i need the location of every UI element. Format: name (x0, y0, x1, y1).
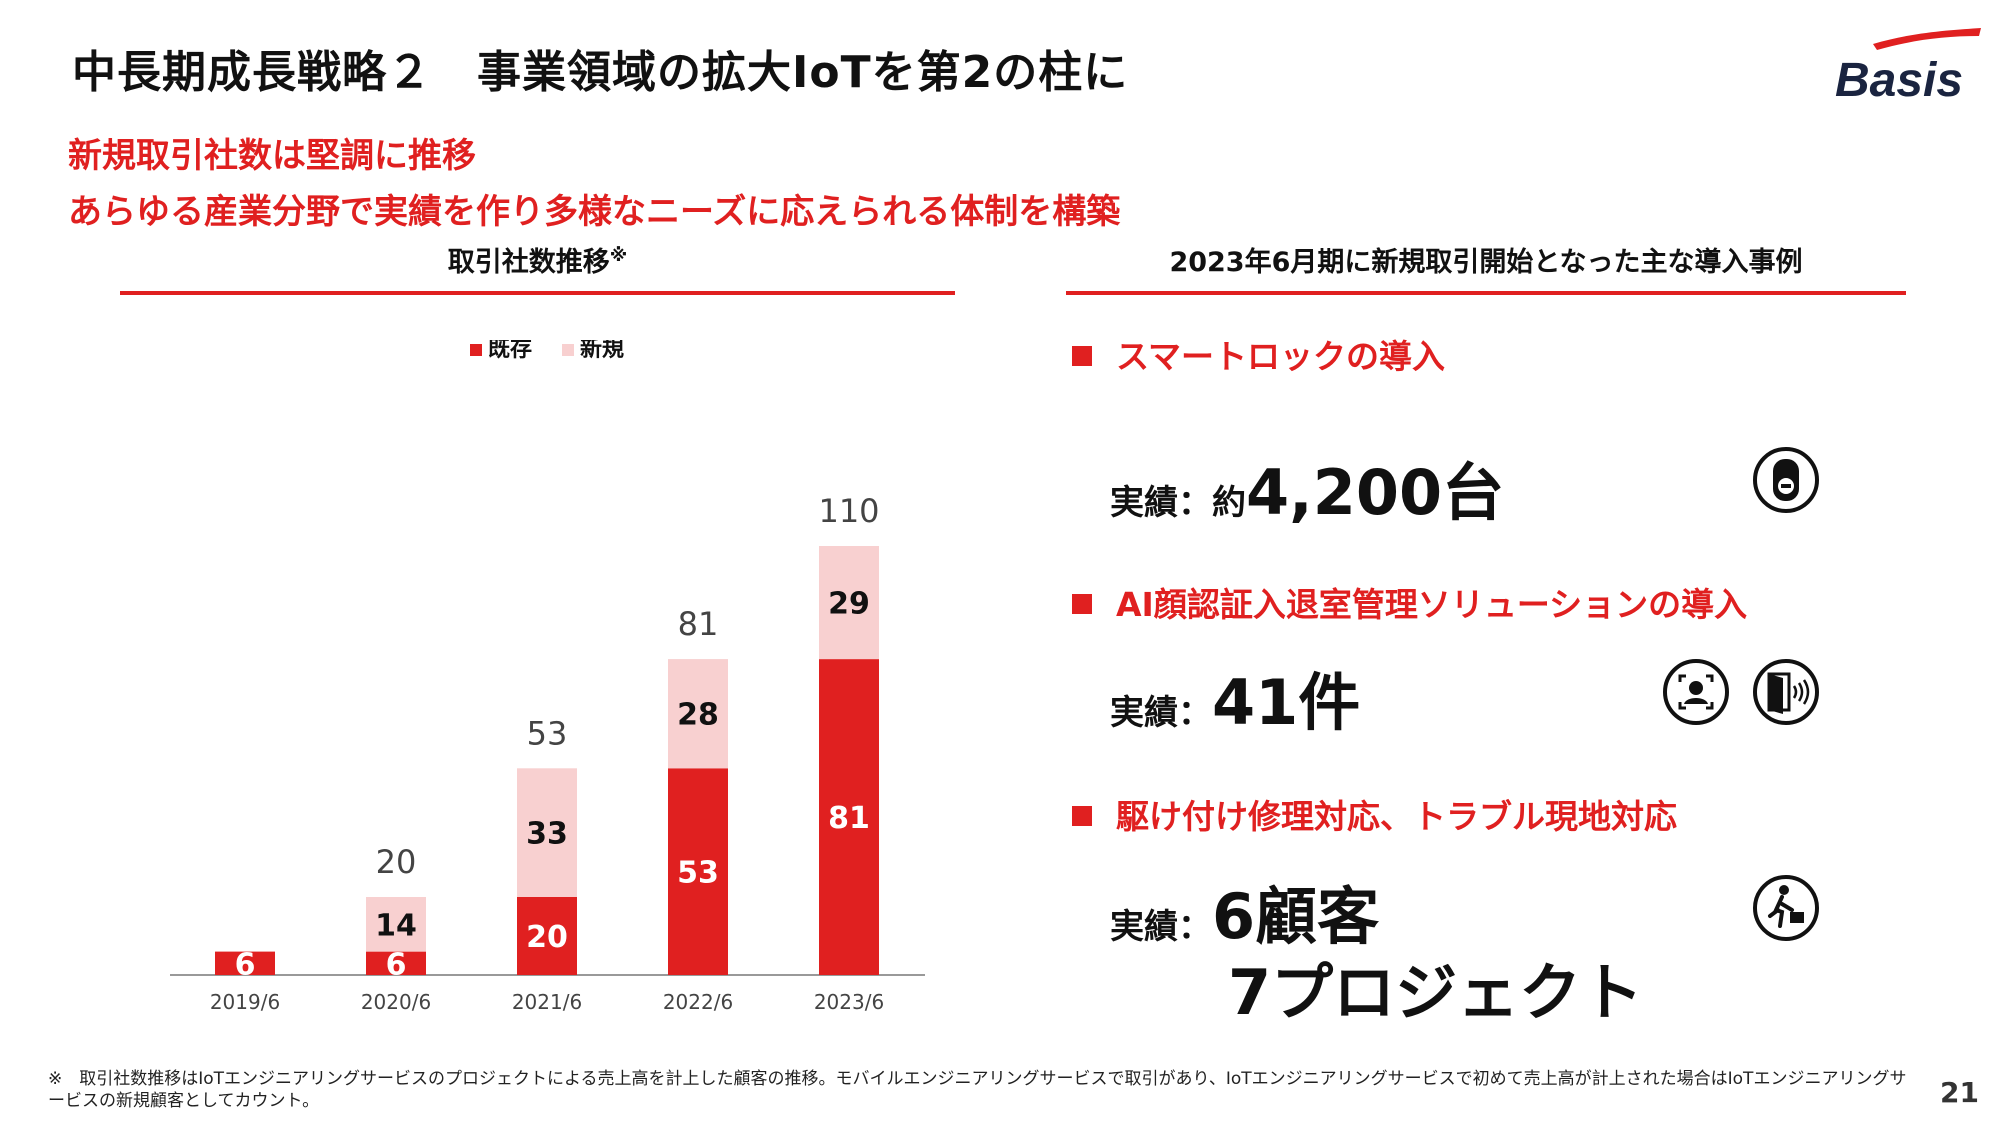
chart-heading: 取引社数推移※ (120, 240, 955, 279)
total-label-2020-6: 20 (376, 843, 417, 881)
case-field-support-title: 駆け付け修理対応、トラブル現地対応 (1072, 790, 1677, 838)
bullet-square (1072, 594, 1092, 614)
bar-new-2023-6 (819, 546, 879, 660)
door-access-icon (1753, 659, 1819, 725)
basis-logo: Basis (1835, 28, 1981, 104)
page-title: 中長期成長戦略２ 事業領域の拡大IoTを第2の柱に (72, 47, 1129, 98)
bar-existing-2021-6 (517, 897, 577, 975)
total-label-2022-6: 81 (678, 605, 719, 643)
chart-heading-text: 取引社数推移 (447, 247, 610, 278)
segment-label-existing-2022-6: 53 (677, 856, 719, 891)
segment-label-existing-2019-6: 6 (235, 947, 256, 982)
segment-label-existing-2023-6: 81 (828, 801, 870, 836)
running-person-icon (1753, 875, 1819, 941)
segment-label-new-2023-6: 29 (828, 587, 870, 622)
segment-label-new-2021-6: 33 (526, 817, 568, 852)
logo-text: Basis (1835, 54, 1963, 104)
segment-label-new-2020-6: 14 (375, 908, 417, 943)
customer-count-chart: 既存 新規 6 2019/6 6 14 20 2020/6 20 33 53 2021/6 53 28 81… (170, 340, 925, 1014)
note-mark: ※ (609, 245, 628, 266)
x-tick-2023-6: 2023/6 (814, 990, 884, 1014)
bar-existing-2022-6 (668, 768, 728, 975)
case-field-support-result: 実績：6顧客 (1110, 880, 1380, 953)
bar-existing-2019-6 (215, 951, 275, 975)
x-tick-2019-6: 2019/6 (210, 990, 280, 1014)
footnote: ※ 取引社数推移はIoTエンジニアリングサービスのプロジェクトによる売上高を計上… (48, 1069, 1907, 1111)
case-face-auth-title: AI顔認証入退室管理ソリューションの導入 (1072, 578, 1747, 626)
bar-existing-2023-6 (819, 659, 879, 975)
bullet-square (1072, 346, 1092, 366)
bar-new-2021-6 (517, 768, 577, 897)
page-number: 21 (1940, 1076, 1979, 1109)
segment-label-existing-2021-6: 20 (526, 920, 568, 955)
smart-lock-icon (1753, 447, 1819, 513)
total-label-2021-6: 53 (527, 714, 568, 752)
bar-new-2020-6 (366, 897, 426, 952)
legend-swatch-existing (470, 344, 482, 356)
case-field-support-result-2: 7プロジェクト (1228, 956, 1644, 1029)
bar-existing-2020-6 (366, 951, 426, 975)
x-tick-2021-6: 2021/6 (512, 990, 582, 1014)
x-tick-2020-6: 2020/6 (361, 990, 431, 1014)
segment-label-existing-2020-6: 6 (386, 947, 407, 982)
face-recognition-icon (1663, 659, 1729, 725)
segment-label-new-2022-6: 28 (677, 698, 719, 733)
x-tick-2022-6: 2022/6 (663, 990, 733, 1014)
cases-heading: 2023年6月期に新規取引開始となった主な導入事例 (1169, 247, 1803, 278)
legend-label-existing: 既存 (488, 340, 532, 362)
subtitle-line-2: あらゆる産業分野で実績を作り多様なニーズに応えられる体制を構築 (68, 192, 1121, 232)
total-label-2023-6: 110 (818, 492, 879, 530)
subtitle-line-1: 新規取引社数は堅調に推移 (68, 136, 476, 176)
chart-heading-rule (120, 291, 955, 295)
bullet-square (1072, 806, 1092, 826)
legend-swatch-new (562, 344, 574, 356)
case-smart-lock-title: スマートロックの導入 (1072, 330, 1445, 378)
legend-label-new: 新規 (580, 340, 624, 362)
case-face-auth-result: 実績：41件 (1110, 666, 1361, 739)
case-smart-lock-result: 実績：約4,200台 (1110, 456, 1505, 529)
cases-heading-rule (1066, 291, 1906, 295)
bar-new-2022-6 (668, 659, 728, 769)
